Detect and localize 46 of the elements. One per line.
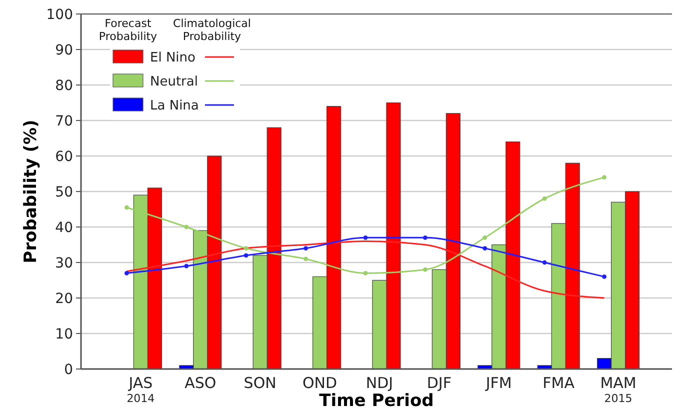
point bbox=[124, 270, 129, 276]
point bbox=[244, 246, 248, 250]
point bbox=[602, 274, 606, 279]
x-tick-label: ASO bbox=[184, 374, 216, 392]
point bbox=[542, 196, 547, 201]
point bbox=[304, 256, 308, 262]
x-axis-title: Time Period bbox=[319, 391, 434, 411]
point bbox=[602, 175, 606, 180]
y-tick-label: 30 bbox=[55, 255, 73, 272]
x-tick-label: OND bbox=[302, 374, 338, 392]
legend-label: Neutral bbox=[150, 74, 198, 90]
point bbox=[363, 235, 368, 240]
y-tick-label: 80 bbox=[55, 78, 73, 94]
y-tick-label: 100 bbox=[46, 6, 73, 23]
y-tick-label: 20 bbox=[55, 290, 73, 307]
line-series bbox=[126, 240, 606, 299]
point bbox=[422, 267, 428, 272]
y-tick-label: 60 bbox=[55, 148, 73, 165]
y-tick-label: 0 bbox=[64, 362, 73, 378]
x-tick-label: DJF bbox=[426, 374, 452, 392]
point bbox=[422, 235, 428, 240]
point bbox=[482, 235, 488, 240]
y-tick-label: 50 bbox=[55, 184, 73, 200]
x-tick-label: NDJ bbox=[366, 374, 394, 392]
x-tick-label: FMA bbox=[542, 374, 576, 392]
x-tick-label: JAS 2014 bbox=[126, 374, 155, 405]
legend-label: El Nino bbox=[150, 50, 196, 66]
point bbox=[244, 253, 248, 258]
y-axis-title: Probability (%) bbox=[21, 120, 41, 264]
x-tick-label: SON bbox=[244, 374, 276, 392]
y-tick-label: 70 bbox=[55, 113, 73, 130]
legend-label: La Nina bbox=[150, 98, 199, 114]
y-tick-label: 10 bbox=[55, 326, 73, 342]
y-tick-label: 90 bbox=[55, 42, 73, 58]
point bbox=[304, 246, 308, 250]
x-tick-label: JFM bbox=[484, 374, 512, 392]
x-tick-label: MAM 2015 bbox=[600, 374, 636, 405]
point bbox=[542, 260, 547, 265]
annotation: Forecast Probability bbox=[98, 17, 158, 43]
annotation: Climatological Probability bbox=[173, 17, 251, 43]
point bbox=[482, 246, 488, 250]
point bbox=[184, 224, 189, 230]
point bbox=[363, 270, 368, 276]
point bbox=[184, 264, 189, 268]
point bbox=[124, 205, 129, 210]
y-tick-label: 40 bbox=[55, 220, 73, 236]
